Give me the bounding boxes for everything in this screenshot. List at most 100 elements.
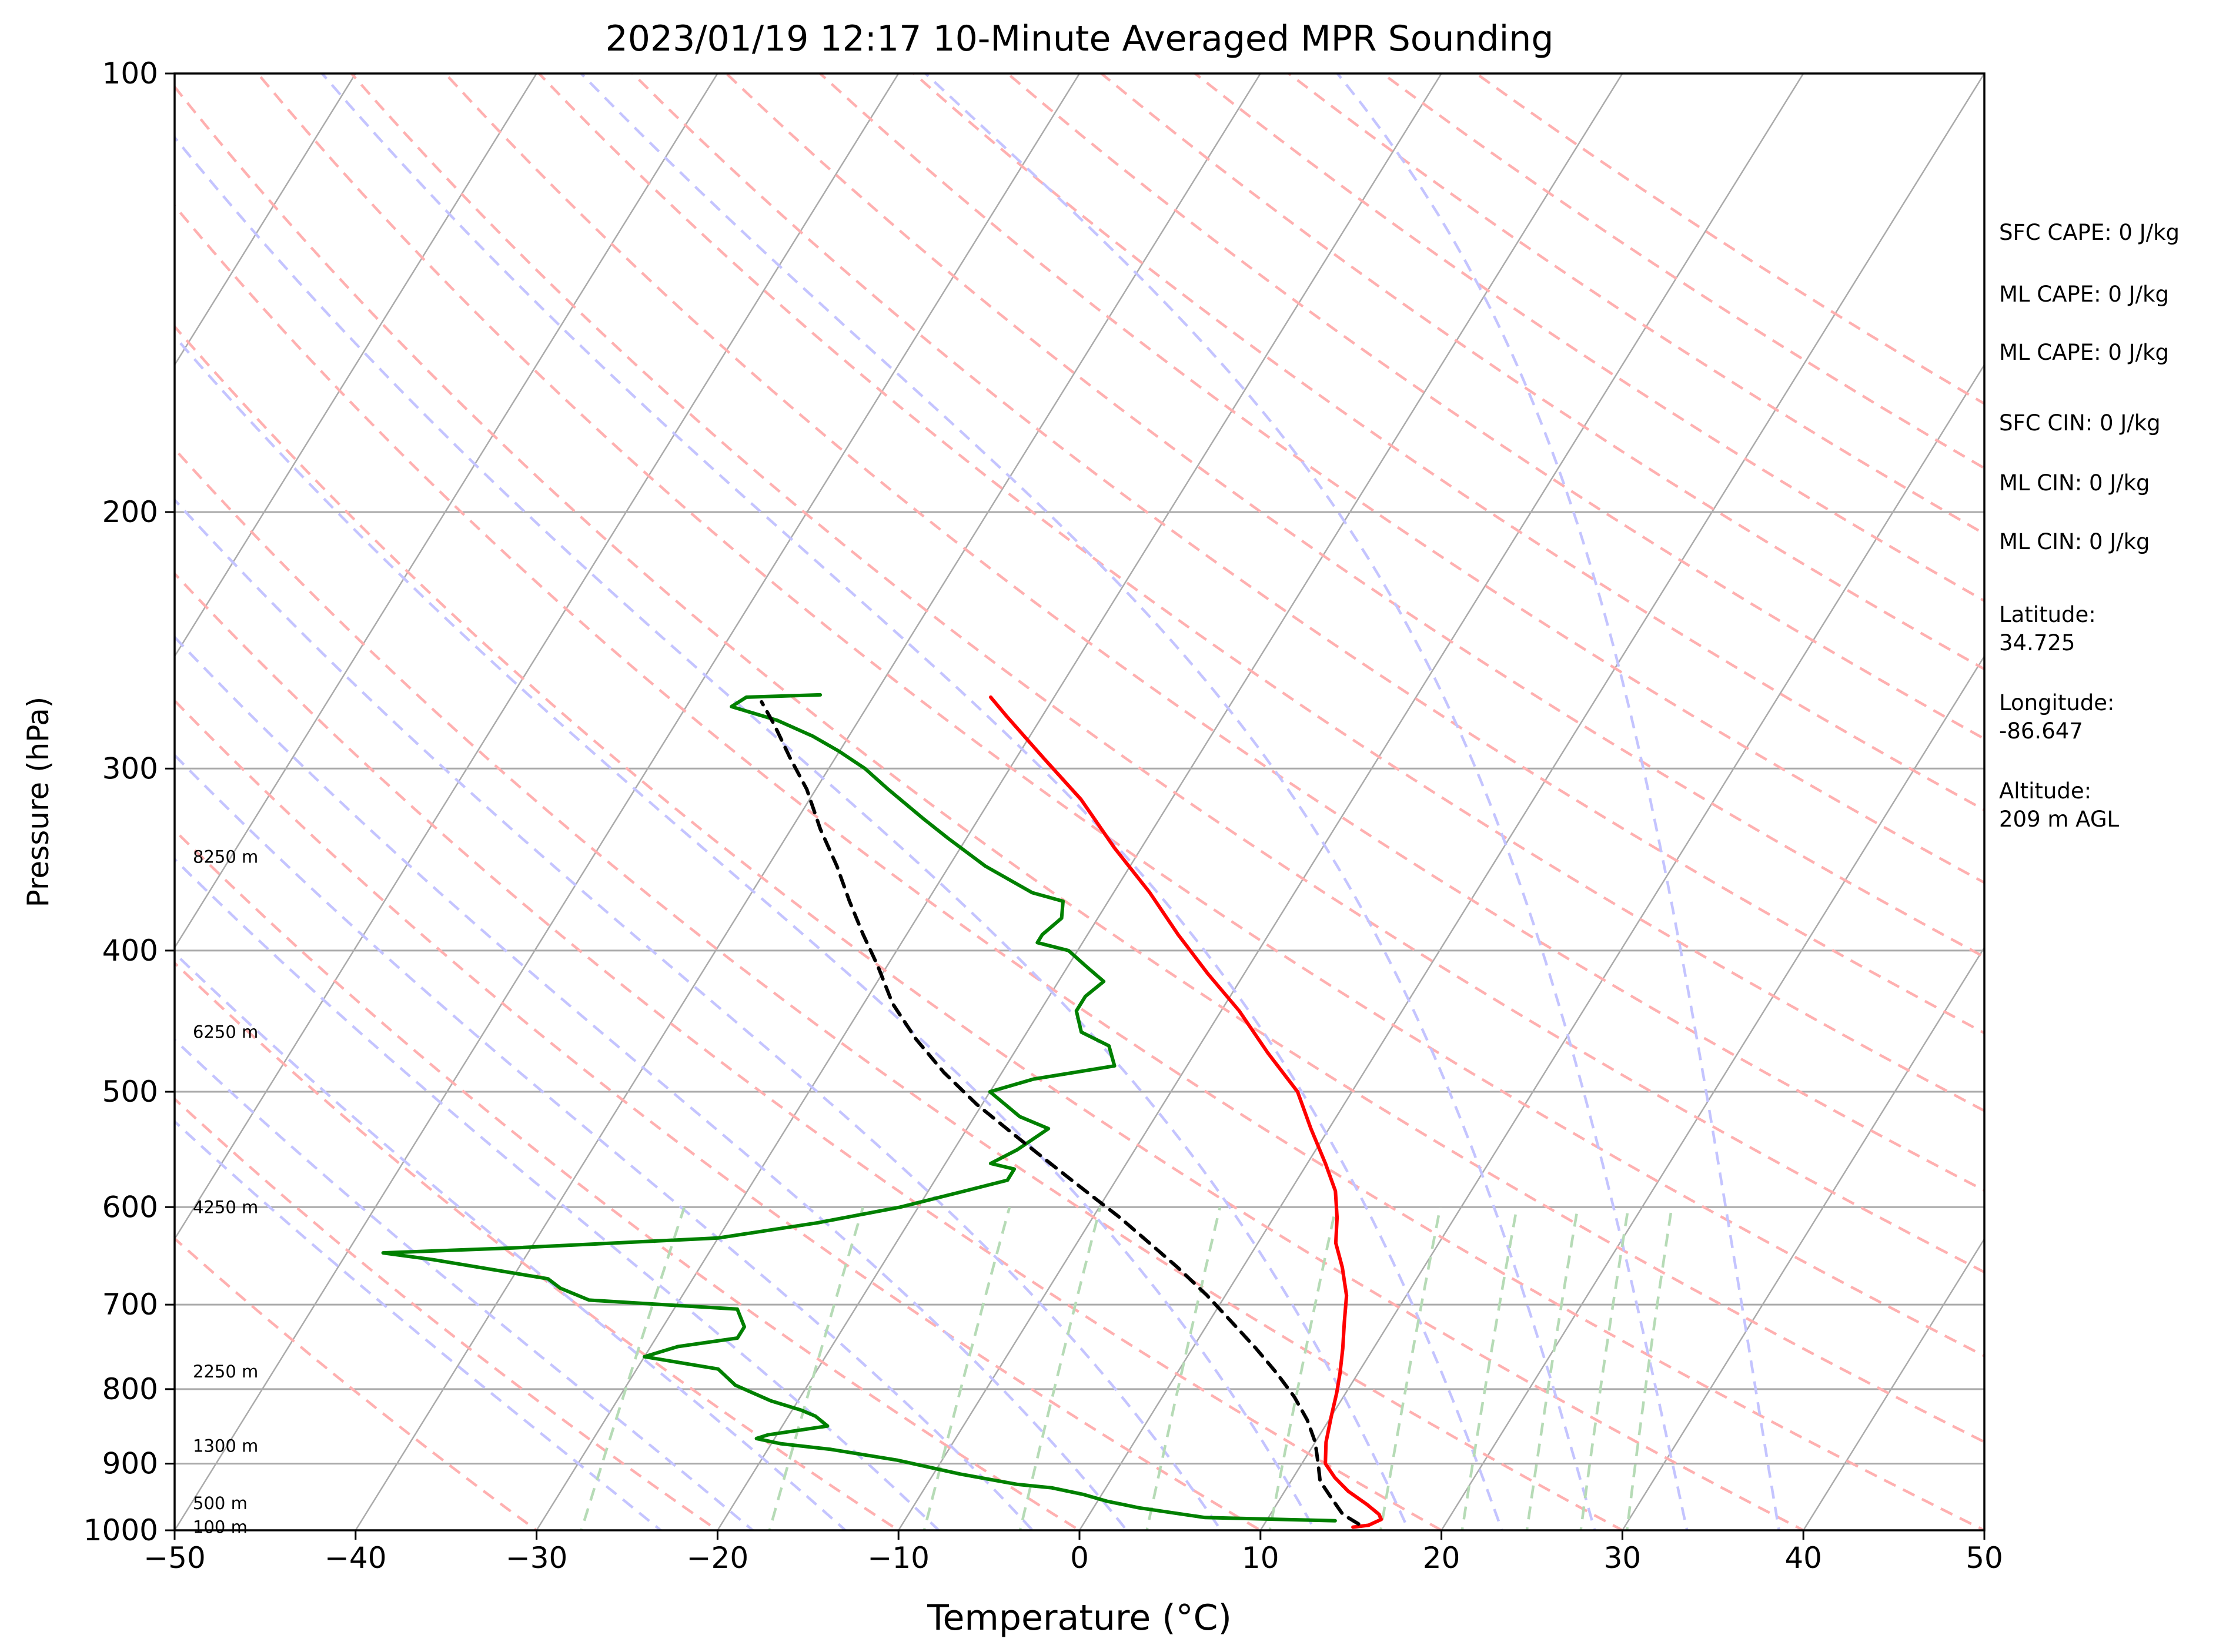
- dry-adiabat-line: [630, 73, 1984, 1035]
- dry-adiabat-line: [1005, 73, 1984, 741]
- y-tick-label: 1000: [83, 1513, 158, 1547]
- height-labels: 8250 m 6250 m 4250 m 2250 m 1300 m 500 m 100 m: [193, 847, 258, 1537]
- isotherm-line: [175, 73, 718, 949]
- y-axis-label: Pressure (hPa): [21, 697, 55, 908]
- height-label: 2250 m: [193, 1362, 258, 1382]
- mixing-ratio-line: [923, 1206, 1011, 1530]
- ml-cin-text: ML CIN: 0 J/kg: [1999, 470, 2150, 496]
- mixing-ratio-line: [1625, 1206, 1673, 1530]
- x-tick-label: 10: [1242, 1541, 1279, 1575]
- dry-adiabat-line: [175, 324, 1807, 1530]
- dry-adiabat-line: [175, 1097, 720, 1530]
- x-tick-label: 20: [1423, 1541, 1460, 1575]
- moist-adiabat-line: [175, 334, 1317, 1530]
- isotherm-line: [1802, 1238, 1984, 1530]
- x-tick-label: 0: [1070, 1541, 1089, 1575]
- mixing-ratio-line: [1379, 1206, 1442, 1530]
- y-tick-label: 400: [102, 934, 158, 968]
- x-axis-label: Temperature (°C): [927, 1597, 1232, 1638]
- mixing-ratio-line: [1145, 1206, 1222, 1530]
- dry-adiabat-line: [175, 1236, 539, 1530]
- dry-adiabat-line: [175, 828, 1082, 1530]
- temperature-line: [989, 695, 1383, 1529]
- moist-adiabat-line: [580, 73, 1596, 1530]
- y-tick-label: 800: [102, 1372, 158, 1406]
- mixing-ratio-line: [1018, 1206, 1102, 1530]
- background-lines: [0, 41, 1984, 1561]
- x-tick-label: 50: [1966, 1541, 2003, 1575]
- mixing-ratio-line: [1268, 1206, 1338, 1530]
- latitude-label: Latitude:: [1999, 602, 2096, 627]
- longitude-label: Longitude:: [1999, 690, 2115, 715]
- mixing-ratio-line: [1579, 1206, 1630, 1530]
- dry-adiabat-line: [443, 73, 1984, 1192]
- x-tick-label: 40: [1784, 1541, 1822, 1575]
- dewpoint-line: [381, 693, 1337, 1523]
- isotherm-line: [897, 73, 1804, 1530]
- sfc-cin-text: SFC CIN: 0 J/kg: [1999, 410, 2161, 436]
- height-label: 8250 m: [193, 847, 258, 867]
- y-tick-label: 600: [102, 1190, 158, 1224]
- mixing-ratio-line: [1525, 1206, 1579, 1530]
- dry-adiabat-line: [256, 73, 1984, 1357]
- isotherm-line: [1440, 654, 1984, 1530]
- y-axis-ticks: 100 200 300 400 500 600 700 800 900 1000: [83, 56, 175, 1547]
- x-tick-label: −30: [506, 1541, 568, 1575]
- dry-adiabat-line: [724, 73, 1984, 959]
- moist-adiabat-line: [1336, 73, 1780, 1530]
- sounding-info-panel: SFC CAPE: 0 J/kg ML CAPE: 0 J/kg ML CAPE…: [1999, 0, 2222, 1652]
- x-axis-ticks: −50 −40 −30 −20 −10 0 10 20 30 40 50: [143, 1530, 2003, 1575]
- moist-adiabat-line: [175, 1119, 663, 1530]
- isotherm-line: [175, 73, 1081, 1530]
- sfc-cape-text: SFC CAPE: 0 J/kg: [1999, 220, 2180, 245]
- height-label: 6250 m: [193, 1022, 258, 1042]
- longitude-value: -86.647: [1999, 718, 2083, 744]
- y-tick-label: 500: [102, 1075, 158, 1109]
- dry-adiabat-line: [175, 447, 1626, 1530]
- height-label: 1300 m: [193, 1436, 258, 1456]
- chart-title: 2023/01/19 12:17 10-Minute Averaged MPR …: [606, 18, 1554, 59]
- isotherm-line: [0, 41, 14, 1561]
- ml-cin-text-2: ML CIN: 0 J/kg: [1999, 529, 2150, 554]
- ml-cape-text: ML CAPE: 0 J/kg: [1999, 282, 2169, 307]
- isotherm-line: [355, 73, 1262, 1530]
- y-tick-label: 900: [102, 1447, 158, 1481]
- isotherm-line: [536, 73, 1443, 1530]
- moist-adiabat-line: [175, 1038, 755, 1530]
- height-label: 500 m: [193, 1493, 248, 1513]
- mixing-ratio-line: [768, 1206, 864, 1530]
- dry-adiabat-line: [175, 85, 1984, 1444]
- altitude-value: 209 m AGL: [1999, 807, 2120, 832]
- height-label: 4250 m: [193, 1197, 258, 1217]
- dry-adiabat-line: [175, 203, 1984, 1530]
- isotherm-line: [175, 73, 900, 1240]
- parcel-path-line: [760, 700, 1361, 1526]
- y-tick-label: 100: [102, 56, 158, 91]
- altitude-label: Altitude:: [1999, 778, 2092, 804]
- isotherm-line: [175, 73, 538, 658]
- dry-adiabat-line: [911, 73, 1984, 812]
- moist-adiabat-line: [924, 73, 1689, 1530]
- dry-adiabat-line: [537, 73, 1984, 1112]
- ml-cape-text-2: ML CAPE: 0 J/kg: [1999, 340, 2169, 365]
- data-series: [381, 693, 1383, 1529]
- latitude-value: 34.725: [1999, 630, 2075, 656]
- mixing-ratio-line: [1460, 1206, 1519, 1530]
- moist-adiabat-line: [321, 73, 1503, 1530]
- x-tick-label: −20: [687, 1541, 749, 1575]
- x-tick-label: −40: [325, 1541, 387, 1575]
- dry-adiabat-line: [175, 698, 1264, 1530]
- x-tick-label: −50: [143, 1541, 206, 1575]
- isotherm-line: [716, 73, 1623, 1530]
- y-tick-label: 300: [102, 751, 158, 785]
- x-tick-label: −10: [867, 1541, 930, 1575]
- height-label: 100 m: [193, 1517, 248, 1537]
- dry-adiabat-line: [175, 571, 1445, 1530]
- isotherm-line: [1621, 946, 1984, 1530]
- moist-adiabat-line: [175, 635, 1129, 1530]
- moist-adiabat-line: [175, 753, 1035, 1530]
- isotherm-line: [175, 73, 357, 366]
- y-tick-label: 200: [102, 495, 158, 529]
- mixing-ratio-line: [580, 1206, 686, 1530]
